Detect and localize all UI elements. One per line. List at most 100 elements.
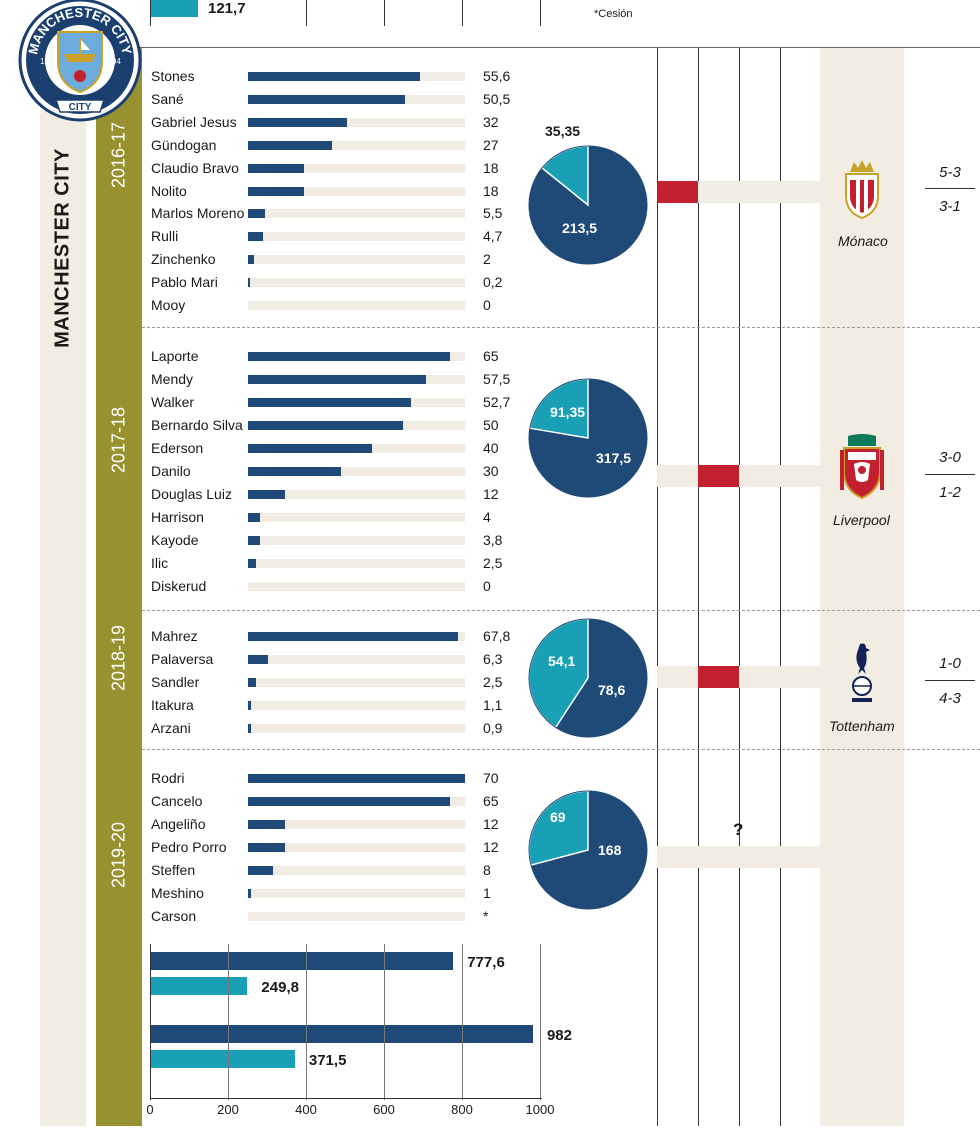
bar-value-label: 32 (483, 113, 499, 130)
spending-bar (248, 232, 263, 242)
spending-bar (248, 255, 255, 265)
total-bar-label: 777,6 (467, 954, 505, 971)
bar-value-label: 52,7 (483, 394, 511, 410)
player-name: Pedro Porro (151, 839, 227, 855)
rival-name-tottenham: Tottenham (829, 718, 895, 734)
bar-track (248, 255, 465, 265)
svg-text:CITY: CITY (69, 102, 92, 113)
header-grid-line (540, 0, 541, 26)
pie-label-received: 91,35 (550, 404, 585, 420)
team-name: MANCHESTER CITY (51, 148, 74, 348)
bar-track (248, 582, 465, 591)
bar-value-label: * (483, 908, 489, 924)
player-name: Laporte (151, 348, 199, 364)
spending-bar (248, 140, 332, 150)
bar-value-label: 57,5 (483, 371, 511, 387)
spending-bar (248, 117, 348, 127)
season-band (96, 48, 142, 1126)
bar-track (248, 490, 465, 499)
crest-year-right: 94 (112, 57, 121, 66)
spending-bar (248, 820, 286, 829)
player-name: Kayode (151, 532, 199, 548)
total-bar-label: 982 (546, 1027, 572, 1044)
totals-grid-line (540, 944, 541, 1100)
bar-track (248, 820, 465, 829)
player-name: Gabriel Jesus (151, 113, 237, 130)
spending-bar (248, 559, 256, 568)
score-divider (925, 680, 975, 681)
elimination-marker-2018-19 (698, 666, 739, 688)
pie-label-spent: 168 (598, 842, 622, 858)
spending-bar (248, 209, 266, 219)
season-label-2018-19: 2018-19 (108, 624, 129, 692)
spending-pies: 213,5 35,35 317,5 91,35 78,6 54,1 168 69 (528, 123, 648, 910)
liverpool-crest-logo (840, 434, 884, 500)
x-tick-label: 600 (373, 1102, 395, 1117)
rival-column-band (820, 48, 904, 1126)
player-name: Zinchenko (151, 251, 216, 268)
x-tick-label: 1000 (525, 1102, 555, 1117)
score-first-leg-2017-18: 3-0 (939, 449, 961, 466)
player-name: Sané (151, 90, 184, 107)
bar-track (248, 889, 465, 898)
bar-track (248, 278, 465, 288)
bar-value-label: 3,8 (483, 532, 503, 548)
bar-value-label: 5,5 (483, 205, 503, 222)
bar-track (248, 301, 465, 310)
score-second-leg-2016-17: 3-1 (939, 198, 961, 215)
player-name: Mendy (151, 371, 194, 387)
player-name: Rodri (151, 770, 185, 786)
total-bar-label: 249,8 (261, 979, 299, 996)
player-name: Steffen (151, 862, 196, 878)
player-name: Palaversa (151, 651, 214, 667)
total-bar (150, 1025, 533, 1043)
bar-value-label: 0 (483, 297, 491, 313)
manchester-city-crest-logo: MANCHESTER CITY 18 94 CITY (18, 0, 142, 122)
player-name: Cancelo (151, 793, 203, 809)
team-band (40, 100, 86, 1126)
pie-label-spent: 317,5 (596, 450, 631, 466)
spending-bar (248, 889, 252, 898)
totals-grid-line (306, 944, 307, 1100)
x-tick-label: 800 (451, 1102, 473, 1117)
totals-grid-line (462, 944, 463, 1100)
x-tick-label: 400 (295, 1102, 317, 1117)
elimination-marker-2017-18 (698, 465, 739, 487)
spending-bar (248, 536, 260, 545)
bar-track (248, 513, 465, 522)
spending-bar (248, 632, 459, 641)
season-label-2019-20: 2019-20 (108, 821, 129, 889)
rival-name-liverpool: Liverpool (833, 512, 890, 528)
totals-grid-line (228, 944, 229, 1100)
bar-value-label: 2,5 (483, 674, 503, 690)
total-bar (150, 977, 248, 995)
bar-track (248, 209, 465, 219)
total-bar-label: 371,5 (308, 1052, 347, 1069)
bar-value-label: 65 (483, 348, 499, 364)
bar-value-label: 18 (483, 182, 499, 199)
spending-bar (248, 701, 252, 710)
round-line (698, 48, 699, 1126)
x-tick-label: 200 (217, 1102, 239, 1117)
bar-track (248, 117, 465, 127)
player-name: Carson (151, 908, 197, 924)
player-name: Walker (151, 394, 195, 410)
player-name: Angeliño (151, 816, 206, 832)
header-cyan-bar (150, 0, 198, 17)
spending-bar (248, 163, 304, 173)
bar-value-label: 30 (483, 463, 499, 479)
bar-value-label: 0,9 (483, 720, 503, 736)
header-grid-line (384, 0, 385, 26)
crest-year-left: 18 (40, 57, 49, 66)
player-name: Danilo (151, 463, 191, 479)
player-name: Rulli (151, 228, 179, 245)
bar-value-label: 70 (483, 770, 499, 786)
bar-value-label: 27 (483, 136, 499, 153)
spending-bar (248, 278, 250, 288)
bar-value-label: 0 (483, 578, 491, 594)
bar-value-label: 8 (483, 862, 491, 878)
score-second-leg-2018-19: 4-3 (939, 690, 961, 707)
bar-track (248, 655, 465, 664)
score-divider (925, 474, 975, 475)
score-first-leg-2016-17: 5-3 (939, 164, 961, 181)
